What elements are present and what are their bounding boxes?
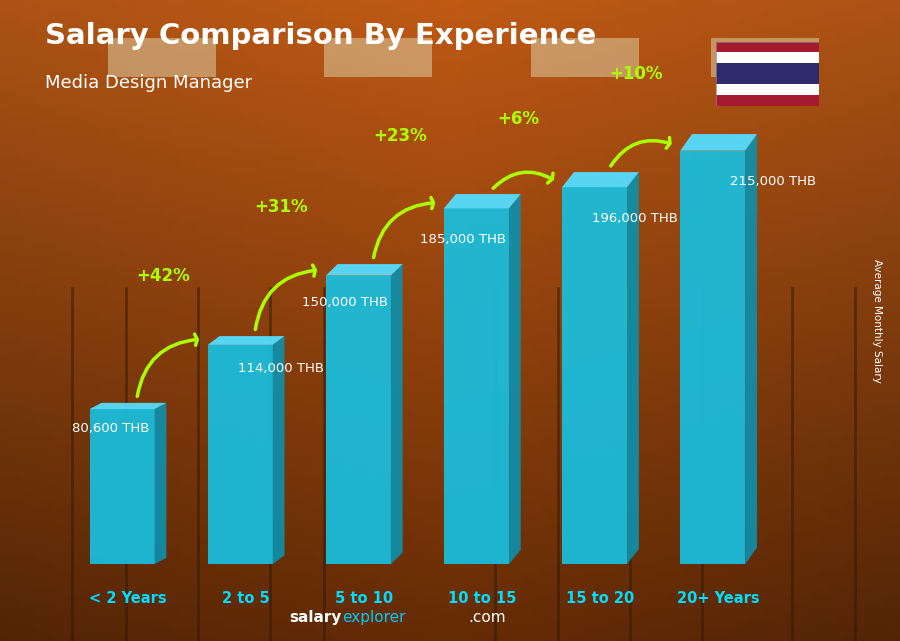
Polygon shape <box>326 264 402 276</box>
Text: 114,000 THB: 114,000 THB <box>238 362 324 376</box>
Text: 10 to 15: 10 to 15 <box>448 591 517 606</box>
Polygon shape <box>208 345 273 564</box>
Polygon shape <box>155 403 166 564</box>
Polygon shape <box>711 38 819 77</box>
Text: 185,000 THB: 185,000 THB <box>419 233 506 246</box>
Polygon shape <box>680 134 757 151</box>
Text: 2 to 5: 2 to 5 <box>222 591 270 606</box>
Text: 20+ Years: 20+ Years <box>678 591 760 606</box>
Polygon shape <box>562 172 639 187</box>
Polygon shape <box>90 409 155 564</box>
Text: 215,000 THB: 215,000 THB <box>731 176 816 188</box>
Text: 196,000 THB: 196,000 THB <box>592 212 678 225</box>
Polygon shape <box>90 403 166 409</box>
Polygon shape <box>627 172 639 564</box>
Polygon shape <box>444 208 508 564</box>
Text: 5 to 10: 5 to 10 <box>335 591 393 606</box>
Text: Average Monthly Salary: Average Monthly Salary <box>872 258 883 383</box>
Bar <box>716 95 819 106</box>
Polygon shape <box>680 151 745 564</box>
Text: +31%: +31% <box>255 198 309 216</box>
Polygon shape <box>508 194 521 564</box>
Text: Media Design Manager: Media Design Manager <box>45 74 252 92</box>
Text: Salary Comparison By Experience: Salary Comparison By Experience <box>45 22 596 51</box>
Polygon shape <box>562 187 627 564</box>
Polygon shape <box>208 336 284 345</box>
Polygon shape <box>108 38 216 77</box>
Polygon shape <box>273 336 284 564</box>
Polygon shape <box>324 38 432 77</box>
Text: explorer: explorer <box>342 610 406 625</box>
Text: 15 to 20: 15 to 20 <box>566 591 634 606</box>
Text: salary: salary <box>290 610 342 625</box>
Bar <box>716 53 819 63</box>
Polygon shape <box>444 194 521 208</box>
Polygon shape <box>745 134 757 564</box>
Text: 150,000 THB: 150,000 THB <box>302 296 388 309</box>
Text: +10%: +10% <box>609 65 662 83</box>
Text: +23%: +23% <box>373 127 427 145</box>
Text: .com: .com <box>468 610 506 625</box>
Bar <box>716 85 819 95</box>
Polygon shape <box>391 264 402 564</box>
Text: +6%: +6% <box>497 110 539 128</box>
Text: 80,600 THB: 80,600 THB <box>73 422 149 435</box>
Polygon shape <box>531 38 639 77</box>
Text: +42%: +42% <box>137 267 190 285</box>
Bar <box>716 42 819 53</box>
Polygon shape <box>326 276 391 564</box>
Bar <box>716 63 819 85</box>
Text: < 2 Years: < 2 Years <box>89 591 166 606</box>
